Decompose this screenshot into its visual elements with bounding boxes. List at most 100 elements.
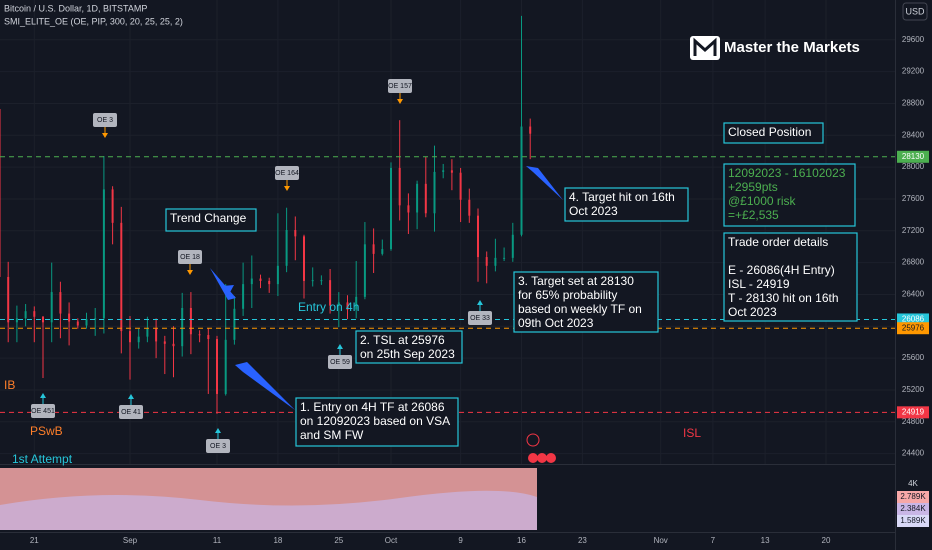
level-label: 28130 [902,152,925,161]
level-label: 25976 [902,323,925,332]
oe-label: OE 451 [31,408,55,415]
candle-body [337,302,340,306]
oe-arrow [128,394,134,399]
annotation-text: Closed Position [728,125,811,139]
candle-body [503,257,506,259]
note: IB [4,378,15,392]
oe-arrow [477,300,483,305]
candle-body [42,316,44,323]
annotation-box [355,330,463,364]
volume-band [0,490,537,530]
annotation-text: Trend Change [170,211,247,225]
currency: USD [905,6,925,16]
candle-body [259,278,262,281]
level-tag [897,150,929,163]
candle-body [94,318,97,320]
candle-body [285,230,288,266]
oe-label: OE 18 [180,254,200,261]
logo-m [693,37,717,56]
annotation-box [723,122,824,144]
x-tick-label: 23 [578,536,587,545]
level-tag [897,406,929,419]
candle-body [329,280,332,306]
candle-body [468,199,471,216]
oe-box [388,79,412,93]
volume-label: 2.789K [900,492,926,501]
event-icon [546,453,556,463]
oe-arrow [397,99,403,104]
annotation-text: Oct 2023 [728,305,777,319]
y-tick-label: 28000 [902,162,925,171]
oe-label: OE 157 [388,83,412,90]
candle-body [268,280,271,285]
x-tick-label: 7 [711,536,716,545]
oe-label: OE 59 [330,359,350,366]
volume-tag [897,491,929,503]
annotation-text: @£1000 risk [728,194,797,208]
oe-label: OE 3 [210,443,226,450]
x-tick-label: 18 [273,536,282,545]
candle-body [137,336,140,343]
candle-body [250,278,253,285]
candle-body [85,319,88,326]
annotation-text: 12092023 - 16102023 [728,166,846,180]
oe-arrow [40,393,46,398]
y-tick-label: 25600 [902,353,925,362]
x-tick-label: 25 [334,536,343,545]
annotation-text: +2959pts [728,180,778,194]
candle-body [494,257,497,266]
y-tick-label: 27600 [902,194,925,203]
candle-body [181,307,184,347]
annotation-text: based on weekly TF on [518,302,642,316]
candle-body [276,265,279,285]
candle-body [450,170,453,173]
candle-body [24,311,27,319]
x-tick-label: Sep [123,536,138,545]
annotation-text: 1. Entry on 4H TF at 26086 [300,400,445,414]
oe-box [31,404,55,418]
volume-label: 1.589K [900,516,926,525]
x-tick-label: Nov [654,536,668,545]
oe-box [275,166,299,180]
annotation-text: =+£2,535 [728,208,779,222]
y-tick-label: 24800 [902,417,925,426]
x-tick-label: 13 [761,536,770,545]
candle-body [189,307,192,335]
oe-box [178,250,202,264]
x-tick-label: 16 [517,536,526,545]
candle-body [485,257,488,266]
candle-body [146,328,149,337]
annotation-text: 09th Oct 2023 [518,316,594,330]
oe-label: OE 41 [121,409,141,416]
note: 1st Attempt [12,452,73,466]
candle-body [224,339,227,394]
y-tick-label: 25200 [902,385,925,394]
candle-body [68,313,71,322]
oe-arrow [102,133,108,138]
oe-box [119,405,143,419]
annotation-box [723,163,856,227]
indicator: SMI_ELITE_OE (OE, PIP, 300, 20, 25, 25, … [4,16,183,26]
candle-body [477,215,479,258]
annotation-text: Trade order details [728,235,828,249]
candle-body [424,183,427,214]
annotation-text: E - 26086(4H Entry) [728,263,835,277]
arrow [222,285,234,296]
note: Entry on 4h [298,300,359,314]
oe-box [93,113,117,127]
candle-body [242,284,245,309]
symbol: Bitcoin / U.S. Dollar, 1D, BITSTAMP [4,3,147,13]
candle-body [346,302,349,310]
candle-body [111,189,114,223]
annotation-text: T - 28130 hit on 16th [728,291,839,305]
candle-body [76,321,79,326]
candle-body [155,328,158,342]
annotation-box [513,271,659,333]
candle-body [163,341,166,344]
candle-body [442,170,445,172]
annotation-box [723,232,858,322]
y-tick-label: 29200 [902,67,925,76]
candle-body [15,318,18,323]
oe-label: OE 3 [97,117,113,124]
